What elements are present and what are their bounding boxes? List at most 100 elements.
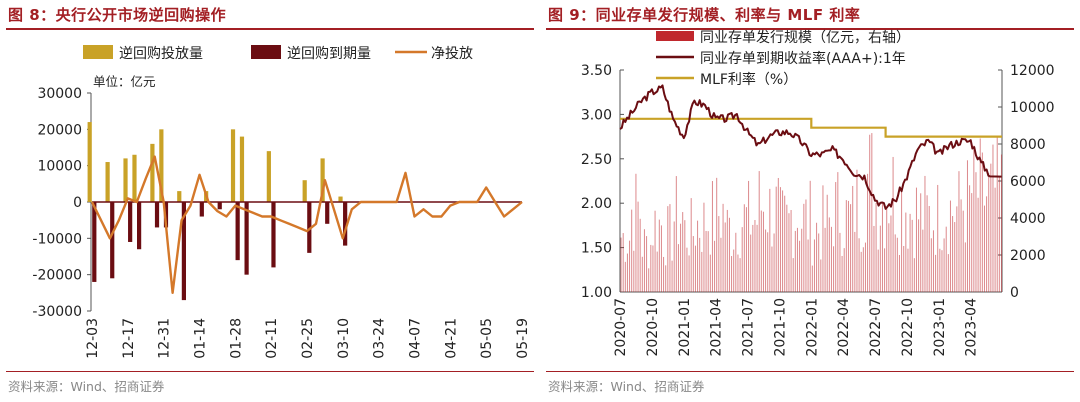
legend-label: 同业存单发行规模（亿元，右轴） <box>700 30 910 46</box>
issuance-bar <box>837 172 839 292</box>
issuance-bar <box>937 184 939 292</box>
issuance-bar <box>875 202 877 292</box>
y-right-tick-label: 2000 <box>1010 248 1046 264</box>
issuance-bar <box>792 258 794 292</box>
issuance-bar <box>850 204 852 292</box>
issuance-bar <box>646 236 648 292</box>
issuance-bar <box>707 231 709 292</box>
issuance-bar <box>782 190 784 292</box>
issuance-bar <box>720 237 722 292</box>
x-tick-label: 12-17 <box>121 318 137 359</box>
issuance-bar <box>635 173 637 292</box>
issuance-bar <box>741 227 743 292</box>
issuance-bar <box>624 261 626 292</box>
issuance-bar <box>686 247 688 292</box>
y-tick-label: 0 <box>73 195 82 211</box>
bar-maturity <box>271 202 276 268</box>
mlf-line <box>620 117 1002 138</box>
issuance-bar <box>964 242 966 292</box>
issuance-bar <box>809 180 811 292</box>
unit-label: 单位：亿元 <box>93 74 156 89</box>
bar-injection <box>302 180 307 202</box>
issuance-bar <box>905 212 907 292</box>
issuance-bar <box>784 195 786 292</box>
bar-injection <box>338 196 343 202</box>
issuance-bar <box>675 176 677 292</box>
issuance-bar <box>665 265 667 292</box>
issuance-bar <box>896 237 898 292</box>
y-right-tick-label: 0 <box>1010 285 1019 301</box>
bar-injection <box>105 162 110 202</box>
bar-injection <box>266 151 271 202</box>
issuance-bar <box>996 135 998 292</box>
issuance-bar <box>879 225 881 292</box>
issuance-bar <box>988 173 990 292</box>
bar-injection <box>230 129 236 202</box>
issuance-bar <box>767 232 769 292</box>
issuance-bar <box>718 216 720 292</box>
issuance-bar <box>886 208 888 292</box>
x-tick-label: 01-28 <box>228 318 244 359</box>
issuance-bar <box>697 220 699 292</box>
bar-maturity <box>199 202 204 217</box>
legend-label: 逆回购投放量 <box>119 46 203 62</box>
legend-label: 净投放 <box>431 46 473 62</box>
bar-injection <box>239 136 245 202</box>
legend-label: MLF利率（%） <box>700 71 797 88</box>
y-tick-label: -10000 <box>32 231 82 247</box>
bar-maturity <box>343 202 348 246</box>
x-tick-label: 12-03 <box>85 318 101 359</box>
issuance-bar <box>856 169 858 292</box>
x-tick-label: 04-21 <box>443 318 459 359</box>
issuance-bar <box>922 229 924 292</box>
x-tick-label: 12-31 <box>157 318 173 359</box>
title-rule <box>6 28 534 30</box>
issuance-bar <box>971 193 973 292</box>
issuance-bar <box>869 134 871 292</box>
issuance-bar <box>852 185 854 292</box>
issuance-bar <box>983 205 985 292</box>
issuance-bar <box>894 234 896 292</box>
left-panel: 图 8：央行公开市场逆回购操作 30000 20000 10000 0 -10000 -2… <box>6 6 534 394</box>
issuance-bar <box>915 187 917 292</box>
issuance-bar <box>892 156 894 292</box>
issuance-bar <box>728 217 730 292</box>
issuance-bar <box>820 259 822 292</box>
issuance-bar <box>847 200 849 292</box>
issuance-bar <box>701 251 703 292</box>
issuance-bar <box>958 171 960 292</box>
issuance-bar <box>743 204 745 292</box>
x-tick-label: 2021-07 <box>741 298 757 357</box>
issuance-bar <box>966 160 968 292</box>
y-tick-label: -30000 <box>32 304 82 320</box>
issuance-bar <box>826 194 828 292</box>
issuance-bar <box>620 237 622 292</box>
y-right-tick-label: 10000 <box>1010 100 1055 116</box>
issuance-bar <box>703 202 705 292</box>
issuance-bar <box>888 223 890 292</box>
issuance-bar <box>845 200 847 292</box>
y-tick-label: -20000 <box>32 268 82 284</box>
issuance-bar <box>724 222 726 292</box>
issuance-bar <box>756 224 758 292</box>
issuance-bar <box>733 249 735 292</box>
issuance-bar <box>981 152 983 292</box>
issuance-bar <box>633 250 635 292</box>
issuance-bar <box>779 187 781 292</box>
issuance-bar <box>716 177 718 292</box>
x-tick-label: 2021-04 <box>709 298 725 357</box>
bar-injection <box>320 158 325 202</box>
issuance-bar <box>775 186 777 292</box>
issuance-bar <box>986 196 988 292</box>
issuance-bar <box>854 231 856 292</box>
x-tick-label: 05-05 <box>479 318 495 359</box>
y-left-tick-label: 2.00 <box>581 196 612 212</box>
issuance-bar <box>794 230 796 292</box>
issuance-bar <box>930 238 932 292</box>
issuance-bar <box>956 206 958 292</box>
issuance-bar <box>654 210 656 292</box>
issuance-bar <box>688 255 690 292</box>
issuance-bar <box>890 215 892 292</box>
issuance-bar <box>864 242 866 292</box>
y-left-tick-label: 1.00 <box>581 285 612 301</box>
